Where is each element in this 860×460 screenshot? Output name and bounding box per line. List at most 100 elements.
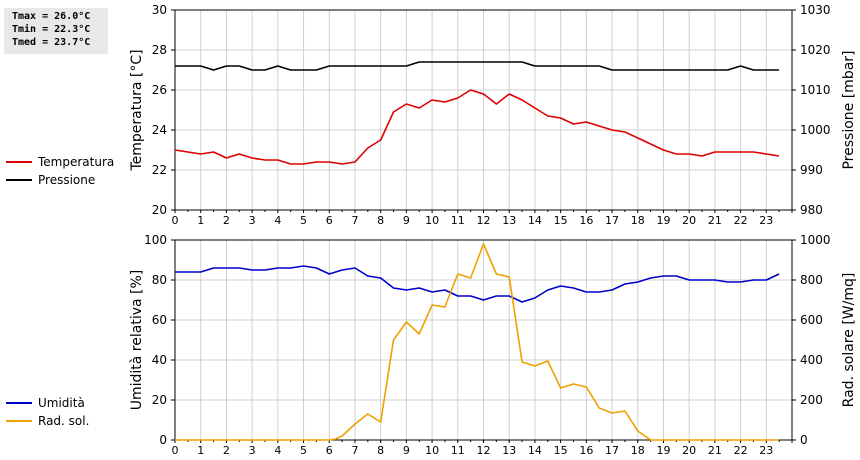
legend-item-radsol: Rad. sol.	[6, 412, 89, 430]
top-y-tick-label-left: 30	[152, 3, 167, 17]
bottom-x-tick-label: 15	[554, 444, 568, 457]
top-series-1-line	[175, 61, 780, 71]
bottom-x-tick-label: 11	[451, 444, 465, 457]
bottom-x-tick-label: 14	[528, 444, 542, 457]
top-x-tick-label: 14	[528, 214, 542, 227]
legend-bottom-items: Umidità Rad. sol.	[6, 394, 89, 430]
legend-label-umidita: Umidità	[38, 396, 85, 410]
top-x-tick-label: 13	[502, 214, 516, 227]
top-x-tick-label: 3	[249, 214, 256, 227]
legend-swatch-umidita	[6, 402, 32, 404]
bottom-y-tick-label-left: 20	[152, 393, 167, 407]
top-x-tick-label: 10	[425, 214, 439, 227]
bottom-x-tick-label: 7	[351, 444, 358, 457]
tmed-label: Tmed = 23.7°C	[12, 37, 91, 48]
bottom-x-tick-label: 10	[425, 444, 439, 457]
bottom-x-tick-label: 0	[172, 444, 179, 457]
top-x-tick-label: 21	[708, 214, 722, 227]
bottom-y-tick-label-right: 600	[800, 313, 823, 327]
top-x-tick-label: 2	[223, 214, 230, 227]
legend-item-umidita: Umidità	[6, 394, 89, 412]
bottom-x-tick-label: 16	[579, 444, 593, 457]
bottom-x-tick-label: 21	[708, 444, 722, 457]
top-y-tick-label-left: 22	[152, 163, 167, 177]
top-series-0-line	[174, 89, 780, 165]
bottom-x-tick-label: 12	[477, 444, 491, 457]
top-y-axis-title-right: Pressione [mbar]	[841, 50, 857, 169]
legend-item-temperatura: Temperatura	[6, 153, 114, 171]
legend-label-temperatura: Temperatura	[38, 155, 115, 169]
bottom-series-1-line	[175, 243, 780, 441]
top-y-tick-label-right: 980	[800, 203, 823, 217]
bottom-y-axis-title-right: Rad. solare [W/mq]	[841, 273, 857, 408]
bottom-frame	[174, 239, 793, 441]
top-y-tick-label-left: 28	[152, 43, 167, 57]
top-x-tick-label: 8	[377, 214, 384, 227]
bottom-x-tick-label: 22	[734, 444, 748, 457]
bottom-y-tick-label-left: 0	[159, 433, 167, 447]
bottom-x-tick-label: 9	[403, 444, 410, 457]
top-y-tick-label-right: 1010	[800, 83, 831, 97]
bottom-y-tick-label-left: 100	[144, 233, 167, 247]
bottom-x-tick-label: 6	[326, 444, 333, 457]
bottom-y-tick-label-right: 800	[800, 273, 823, 287]
bottom-x-tick-label: 18	[631, 444, 645, 457]
top-y-tick-label-right: 990	[800, 163, 823, 177]
bottom-y-tick-label-right: 0	[800, 433, 808, 447]
bottom-x-tick-label: 19	[656, 444, 670, 457]
legend-swatch-pressione	[6, 179, 32, 181]
bottom-x-tick-label: 5	[300, 444, 307, 457]
top-y-tick-label-left: 26	[152, 83, 167, 97]
top-y-tick-label-right: 1000	[800, 123, 831, 137]
top-y-tick-label-right: 1020	[800, 43, 831, 57]
legend-label-pressione: Pressione	[38, 173, 96, 187]
bottom-x-tick-label: 3	[249, 444, 256, 457]
top-x-tick-label: 19	[656, 214, 670, 227]
bottom-y-tick-label-left: 60	[152, 313, 167, 327]
stats-box: Tmax = 26.0°C Tmin = 22.3°C Tmed = 23.7°…	[4, 8, 108, 54]
top-x-tick-label: 0	[172, 214, 179, 227]
top-x-tick-label: 5	[300, 214, 307, 227]
legend-swatch-radsol	[6, 420, 32, 422]
tmax-label: Tmax = 26.0°C	[12, 11, 91, 22]
top-x-tick-label: 23	[759, 214, 773, 227]
top-x-tick-label: 20	[682, 214, 696, 227]
legend-top: Temperatura Pressione	[6, 153, 114, 189]
top-y-tick-label-left: 24	[152, 123, 167, 137]
top-x-tick-label: 9	[403, 214, 410, 227]
bottom-y-tick-label-right: 1000	[800, 233, 831, 247]
bottom-x-tick-label: 1	[197, 444, 204, 457]
top-y-tick-label-right: 1030	[800, 3, 831, 17]
top-frame	[174, 9, 793, 211]
top-x-tick-label: 4	[274, 214, 281, 227]
top-x-tick-label: 15	[554, 214, 568, 227]
bottom-x-tick-label: 20	[682, 444, 696, 457]
bottom-x-tick-label: 13	[502, 444, 516, 457]
bottom-y-tick-label-left: 80	[152, 273, 167, 287]
tmin-label: Tmin = 22.3°C	[12, 24, 91, 35]
top-x-tick-label: 18	[631, 214, 645, 227]
bottom-series-0-line	[175, 265, 780, 303]
top-y-tick-label-left: 20	[152, 203, 167, 217]
top-x-tick-label: 1	[197, 214, 204, 227]
legend-swatch-temperatura	[6, 161, 32, 163]
bottom-x-tick-label: 8	[377, 444, 384, 457]
bottom-x-tick-label: 23	[759, 444, 773, 457]
top-x-tick-label: 22	[734, 214, 748, 227]
legend-item-pressione: Pressione	[6, 171, 114, 189]
bottom-x-tick-label: 2	[223, 444, 230, 457]
top-x-tick-label: 12	[477, 214, 491, 227]
legend-label-radsol: Rad. sol.	[38, 414, 90, 428]
top-x-tick-label: 6	[326, 214, 333, 227]
top-y-axis-title-left: Temperatura [°C]	[129, 49, 145, 171]
bottom-y-tick-label-right: 200	[800, 393, 823, 407]
bottom-x-tick-label: 17	[605, 444, 619, 457]
bottom-x-tick-label: 4	[274, 444, 281, 457]
top-x-tick-label: 17	[605, 214, 619, 227]
bottom-y-axis-title-left: Umidità relativa [%]	[129, 270, 145, 411]
bottom-y-tick-label-left: 40	[152, 353, 167, 367]
top-x-tick-label: 7	[351, 214, 358, 227]
top-x-tick-label: 16	[579, 214, 593, 227]
bottom-y-tick-label-right: 400	[800, 353, 823, 367]
